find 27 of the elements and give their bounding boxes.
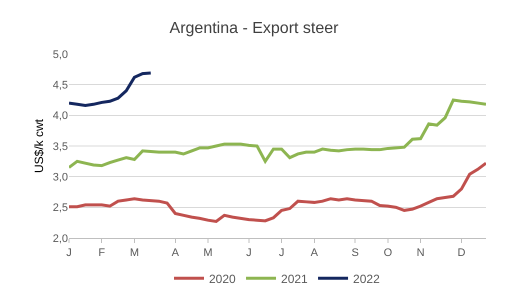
legend-label: 2020 [209, 272, 236, 286]
x-tick-label: J [246, 247, 252, 260]
y-tick-label: 3,0 [52, 172, 68, 184]
y-tick-label: 4,0 [52, 110, 68, 122]
line-series [69, 162, 486, 223]
y-axis-title: US$/k cwt [32, 118, 46, 174]
chart-title: Argentina - Export steer [170, 20, 340, 37]
legend-label: 2021 [281, 272, 308, 286]
x-tick-label: J [66, 247, 72, 260]
x-tick-label: M [130, 247, 139, 260]
x-tick-label: D [457, 247, 466, 260]
line-series [69, 98, 486, 169]
x-tick-label: O [384, 247, 393, 260]
x-tick-label: M [203, 247, 213, 260]
y-tick-label: 4,5 [52, 80, 68, 92]
x-tick-label: A [310, 247, 319, 260]
x-tick-label: S [352, 247, 359, 260]
x-tick-label: J [278, 247, 284, 260]
y-tick-label: 2,0 [52, 232, 68, 245]
x-tick-label: N [416, 247, 425, 260]
x-tick-label: A [172, 247, 180, 260]
legend-label: 2022 [353, 272, 380, 286]
y-tick-label: 5,0 [52, 48, 68, 61]
y-tick-label: 2,5 [52, 202, 68, 214]
y-tick-label: 3,5 [52, 140, 68, 153]
line-series [69, 72, 152, 108]
x-tick-label: F [98, 247, 106, 260]
